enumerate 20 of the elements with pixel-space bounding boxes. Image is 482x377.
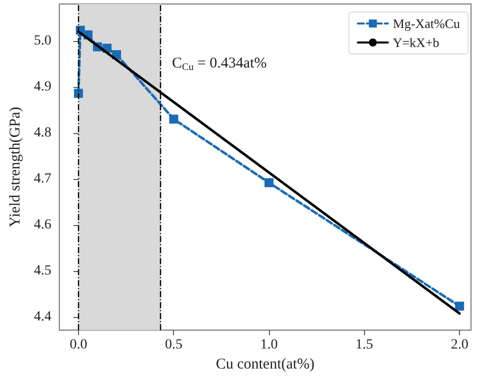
y-tick-label: 4.4 (34, 310, 52, 325)
point (455, 302, 464, 311)
y-tick-label: 4.9 (34, 79, 52, 94)
y-axis-title: Yield strength(GPa) (8, 106, 24, 228)
x-tick-label: 1.0 (260, 338, 278, 353)
x-tick-label: 0.0 (70, 338, 88, 353)
y-tick-label: 4.6 (34, 218, 52, 233)
point (264, 178, 274, 188)
y-tick-label: 4.7 (34, 172, 52, 187)
point (74, 88, 83, 98)
y-tick-label: 4.8 (34, 125, 52, 140)
legend-label: Y=kX+b (392, 35, 440, 50)
point (169, 114, 178, 124)
x-tick-label: 2.0 (450, 338, 468, 353)
legend-label: Mg-Xat%Cu (392, 16, 460, 31)
y-tick-label: 4.5 (34, 264, 52, 279)
y-tick-label: 5.0 (34, 33, 52, 48)
x-tick-label: 1.5 (356, 338, 374, 353)
x-tick-label: 0.5 (164, 338, 182, 353)
x-axis-title: Cu content(at%) (216, 356, 315, 372)
